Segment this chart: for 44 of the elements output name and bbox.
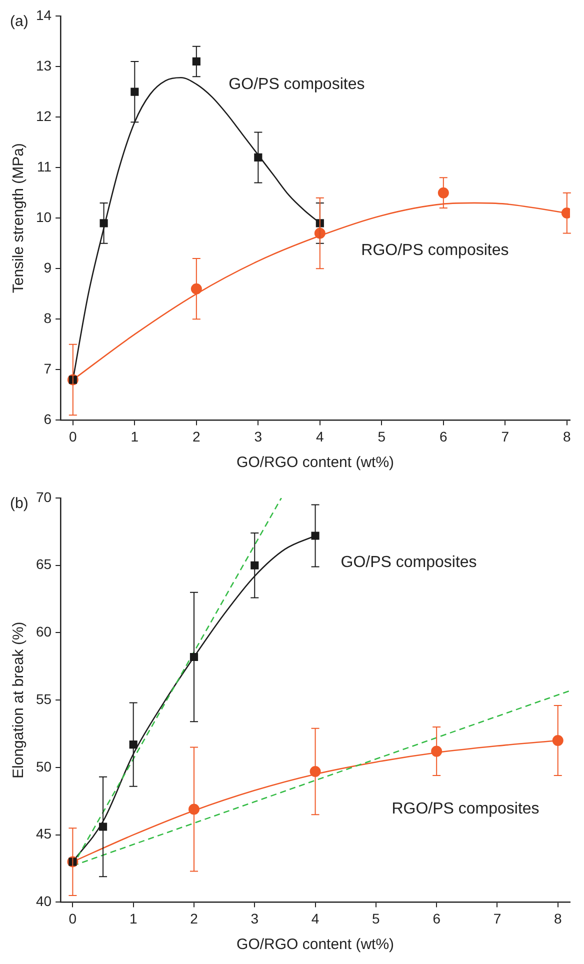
y-tick-label: 6 (44, 411, 52, 428)
y-axis-title: Elongation at break (%) (10, 622, 28, 778)
x-tick-label: 6 (440, 428, 448, 444)
y-tick-label: 55 (36, 690, 52, 707)
y-tick-label: 70 (36, 488, 52, 505)
x-tick-label: 3 (254, 428, 262, 444)
y-tick-label: 7 (44, 360, 52, 377)
y-tick-label: 45 (36, 826, 52, 842)
x-tick-label: 2 (190, 910, 198, 926)
text: (a) (10, 13, 28, 30)
x-tick-label: 5 (378, 428, 386, 444)
y-tick-label: 12 (36, 108, 52, 124)
x-tick-label: 0 (68, 910, 77, 926)
y-tick-label: 60 (36, 624, 52, 640)
x-axis-title: GO/RGO content (wt%) (236, 454, 394, 472)
annotation: GO/PS composites (228, 76, 365, 94)
x-tick-label: 5 (372, 910, 380, 926)
annotation: RGO/PS composites (361, 242, 509, 259)
y-tick-label: 10 (36, 208, 52, 225)
y-tick-label: 65 (36, 556, 52, 572)
text: (b) (10, 495, 28, 512)
x-tick-label: 1 (130, 428, 139, 444)
x-tick-label: 2 (192, 428, 201, 444)
y-tick-label: 40 (36, 893, 52, 910)
y-tick-label: 8 (44, 310, 52, 326)
y-tick-label: 11 (37, 158, 52, 174)
y-tick-label: 13 (36, 57, 52, 74)
x-tick-label: 3 (250, 910, 259, 926)
y-tick-label: 9 (44, 259, 52, 276)
y-tick-label: 50 (36, 758, 52, 774)
y-tick-label: 14 (36, 6, 52, 23)
x-tick-label: 7 (493, 910, 502, 926)
x-tick-label: 4 (311, 910, 320, 926)
annotation: GO/PS composites (340, 554, 477, 572)
y-axis-title: Tensile strength (MPa) (10, 143, 28, 294)
x-tick-label: 4 (316, 428, 324, 444)
x-tick-label: 6 (432, 910, 441, 926)
x-tick-label: 1 (129, 910, 138, 926)
x-tick-label: 7 (501, 428, 510, 444)
x-axis-title: GO/RGO content (wt%) (236, 936, 394, 954)
x-tick-label: 0 (69, 428, 78, 444)
x-tick-label: 8 (563, 428, 572, 444)
x-tick-label: 8 (554, 910, 562, 926)
annotation: RGO/PS composites (392, 800, 540, 818)
